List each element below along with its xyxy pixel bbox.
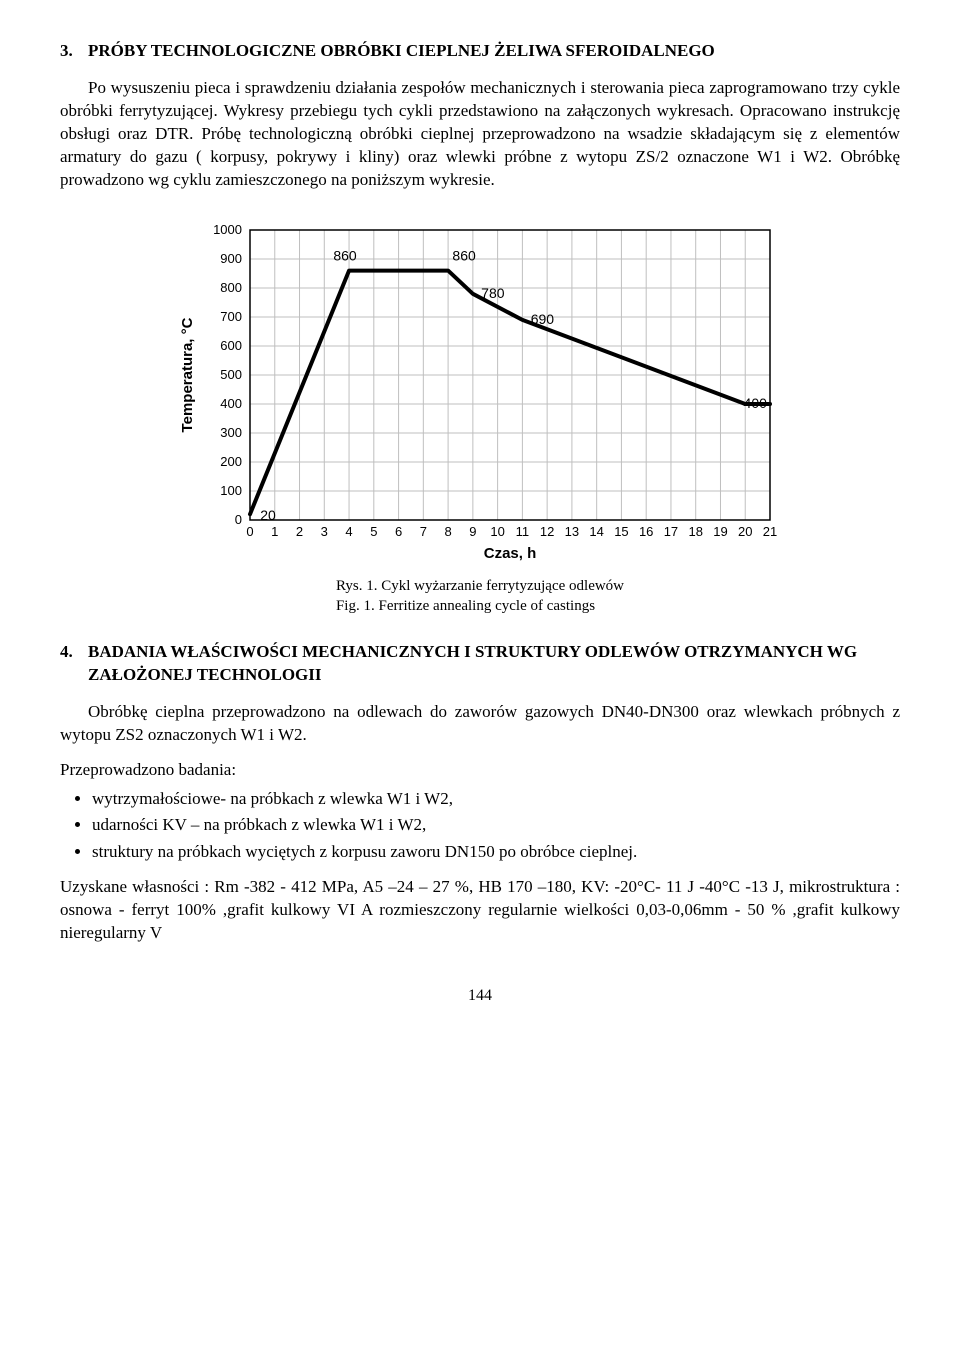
section-3-paragraph: Po wysuszeniu pieca i sprawdzeniu działa…	[60, 77, 900, 192]
section-4-bullet-item: struktury na próbkach wyciętych z korpus…	[92, 841, 900, 864]
svg-text:15: 15	[614, 524, 628, 539]
svg-text:2: 2	[296, 524, 303, 539]
section-4-title: BADANIA WŁAŚCIWOŚCI MECHANICZNYCH I STRU…	[88, 641, 900, 687]
svg-text:400: 400	[744, 395, 768, 411]
svg-text:600: 600	[220, 338, 242, 353]
svg-text:860: 860	[452, 247, 476, 263]
section-4-number: 4.	[60, 641, 88, 687]
svg-text:19: 19	[713, 524, 727, 539]
section-4-para-1: Obróbkę cieplna przeprowadzono na odlewa…	[60, 701, 900, 747]
page-number: 144	[60, 985, 900, 1007]
figure-1-caption-pl: Rys. 1. Cykl wyżarzanie ferrytyzujące od…	[336, 576, 624, 596]
svg-text:900: 900	[220, 251, 242, 266]
svg-text:Czas, h: Czas, h	[484, 545, 537, 562]
svg-text:100: 100	[220, 483, 242, 498]
svg-text:1000: 1000	[213, 222, 242, 237]
section-4-bullet-item: wytrzymałościowe- na próbkach z wlewka W…	[92, 788, 900, 811]
svg-text:20: 20	[738, 524, 752, 539]
svg-text:1: 1	[271, 524, 278, 539]
svg-text:7: 7	[420, 524, 427, 539]
section-3-title: PRÓBY TECHNOLOGICZNE OBRÓBKI CIEPLNEJ ŻE…	[88, 40, 900, 63]
section-3-number: 3.	[60, 40, 88, 63]
svg-text:300: 300	[220, 425, 242, 440]
figure-1: 0100200300400500600700800900100001234567…	[60, 210, 900, 617]
svg-text:780: 780	[481, 284, 505, 300]
svg-text:690: 690	[531, 311, 555, 327]
section-4-bullet-list: wytrzymałościowe- na próbkach z wlewka W…	[60, 788, 900, 865]
svg-text:11: 11	[516, 524, 530, 539]
svg-text:17: 17	[664, 524, 678, 539]
svg-text:6: 6	[395, 524, 402, 539]
svg-text:Temperatura, °C: Temperatura, °C	[179, 317, 196, 432]
svg-text:800: 800	[220, 280, 242, 295]
svg-text:4: 4	[345, 524, 352, 539]
svg-text:21: 21	[763, 524, 777, 539]
svg-text:16: 16	[639, 524, 653, 539]
svg-text:18: 18	[688, 524, 702, 539]
svg-text:0: 0	[235, 512, 242, 527]
svg-text:500: 500	[220, 367, 242, 382]
svg-text:400: 400	[220, 396, 242, 411]
svg-text:9: 9	[469, 524, 476, 539]
section-4-heading: 4. BADANIA WŁAŚCIWOŚCI MECHANICZNYCH I S…	[60, 641, 900, 687]
section-4-para-2: Uzyskane własności : Rm -382 - 412 MPa, …	[60, 876, 900, 945]
section-3-heading: 3. PRÓBY TECHNOLOGICZNE OBRÓBKI CIEPLNEJ…	[60, 40, 900, 63]
temperature-time-chart: 0100200300400500600700800900100001234567…	[170, 210, 790, 570]
svg-text:700: 700	[220, 309, 242, 324]
svg-text:8: 8	[444, 524, 451, 539]
svg-text:860: 860	[333, 247, 357, 263]
svg-text:3: 3	[321, 524, 328, 539]
svg-text:20: 20	[260, 507, 276, 523]
svg-text:13: 13	[565, 524, 579, 539]
figure-1-caption-en: Fig. 1. Ferritize annealing cycle of cas…	[336, 596, 624, 616]
svg-text:12: 12	[540, 524, 554, 539]
svg-text:10: 10	[490, 524, 504, 539]
svg-text:14: 14	[589, 524, 603, 539]
section-4-bullet-item: udarności KV – na próbkach z wlewka W1 i…	[92, 814, 900, 837]
svg-text:0: 0	[246, 524, 253, 539]
figure-1-caption: Rys. 1. Cykl wyżarzanie ferrytyzujące od…	[336, 576, 624, 617]
svg-text:5: 5	[370, 524, 377, 539]
svg-text:200: 200	[220, 454, 242, 469]
section-4-lead: Przeprowadzono badania:	[60, 759, 900, 782]
